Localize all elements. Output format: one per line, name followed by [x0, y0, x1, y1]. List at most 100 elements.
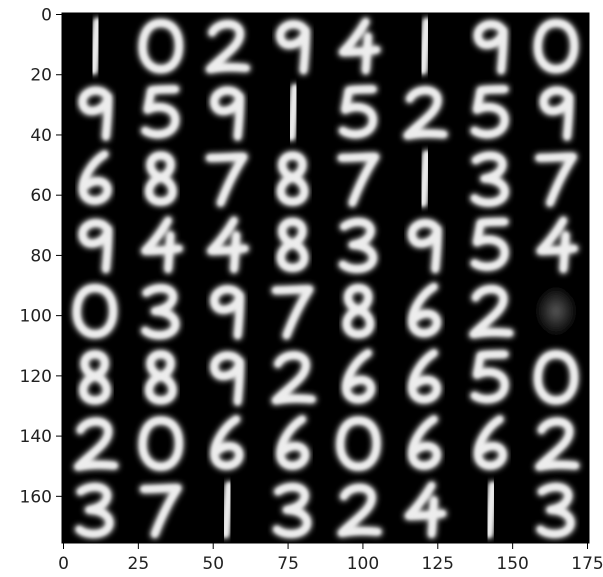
digit-stroke-1: [420, 151, 430, 206]
digit-cell: [341, 348, 376, 404]
digit-cell: [335, 415, 382, 472]
digit-cell: [270, 284, 315, 341]
digit-stroke-8: [278, 219, 308, 271]
digit-stroke-2: [75, 418, 118, 470]
digit-cell: [338, 217, 378, 274]
digit-cell: [534, 417, 581, 472]
digit-stroke-6: [409, 350, 440, 403]
digit-stroke-2: [207, 21, 249, 72]
digit-stroke-6: [211, 416, 243, 469]
digit-cell: [403, 480, 448, 539]
digit-cell: [534, 285, 578, 337]
digit-stroke-6: [409, 284, 440, 336]
digit-stroke-0: [337, 417, 380, 470]
digit-cell: [407, 282, 442, 338]
digit-cell: [77, 86, 113, 142]
digit-cell: [209, 86, 245, 142]
digit-stroke-1: [288, 85, 298, 140]
digit-cell: [469, 151, 510, 208]
y-tick-label: 0: [41, 6, 52, 26]
digit-stroke-2: [272, 352, 315, 404]
digit-cell: [140, 283, 180, 340]
digit-stroke-2: [338, 485, 381, 536]
digit-stroke-9: [79, 87, 111, 140]
digit-cell: [402, 85, 449, 141]
blurry-blob: [534, 285, 578, 337]
digit-stroke-7: [338, 154, 379, 206]
digit-stroke-9: [211, 87, 243, 140]
digit-stroke-9: [211, 352, 243, 405]
digit-stroke-3: [471, 153, 508, 206]
digit-stroke-3: [339, 219, 376, 272]
digit-stroke-3: [142, 285, 179, 338]
digit-cell: [286, 83, 300, 142]
digit-cell: [418, 149, 432, 208]
y-tick-label: 140: [20, 427, 52, 447]
digit-cell: [272, 482, 312, 539]
digit-stroke-2: [404, 87, 447, 139]
digit-cell: [140, 215, 184, 274]
digit-cell: [275, 19, 311, 76]
digit-cell: [144, 150, 178, 207]
digit-stroke-6: [343, 350, 374, 403]
y-tick-label: 100: [20, 307, 52, 327]
digit-cell: [473, 414, 508, 471]
digit-cell: [276, 217, 309, 273]
digit-cell: [407, 414, 442, 471]
digit-cell: [77, 218, 113, 274]
digit-cell: [72, 283, 118, 339]
digit-cell: [209, 351, 245, 407]
digit-stroke-5: [471, 351, 508, 402]
digit-stroke-0: [74, 285, 116, 337]
y-tick-label: 160: [20, 487, 52, 507]
y-tick-label: 80: [30, 246, 52, 266]
digit-stroke-8: [146, 351, 176, 404]
x-tick-label: 50: [202, 554, 224, 574]
digit-cell: [469, 349, 510, 404]
digit-stroke-2: [536, 418, 579, 470]
digit-cell: [336, 483, 383, 538]
digit-cell: [205, 152, 249, 208]
digit-stroke-5: [142, 86, 179, 137]
digit-cell: [138, 415, 184, 472]
digit-stroke-1: [420, 19, 430, 74]
digit-stroke-4: [537, 217, 577, 272]
digit-cell: [205, 19, 251, 74]
digit-cell: [469, 217, 510, 272]
digit-cell: [535, 482, 576, 539]
digit-cell: [73, 417, 119, 472]
digit-stroke-0: [535, 351, 577, 404]
digit-stroke-2: [470, 286, 513, 337]
digit-stroke-6: [409, 416, 440, 469]
digit-stroke-3: [274, 484, 310, 537]
digit-cell: [407, 348, 442, 404]
digit-cell: [338, 84, 378, 139]
digit-stroke-6: [80, 151, 111, 204]
digit-stroke-9: [409, 220, 441, 272]
digit-stroke-1: [222, 482, 232, 537]
digit-cell: [484, 480, 498, 539]
digit-stroke-4: [339, 19, 380, 74]
digit-stroke-3: [76, 484, 113, 537]
digit-cell: [469, 84, 510, 139]
digit-stroke-7: [536, 154, 576, 206]
digit-stroke-5: [471, 86, 508, 137]
x-tick-label: 25: [128, 554, 150, 574]
digit-stroke-7: [207, 154, 247, 206]
digit-stroke-6: [475, 416, 506, 469]
digit-cell: [342, 283, 375, 339]
digit-stroke-8: [343, 285, 373, 337]
digit-stroke-8: [278, 152, 308, 205]
digit-cell: [533, 349, 579, 406]
digit-stroke-1: [486, 482, 496, 537]
x-tick-label: 125: [422, 554, 454, 574]
digit-cell: [144, 349, 178, 406]
digit-cell: [539, 86, 574, 142]
digit-cell: [220, 480, 234, 539]
y-tick-label: 40: [30, 126, 52, 146]
image-area: [62, 13, 589, 543]
digit-cell: [533, 18, 579, 74]
plot-frame: [61, 12, 590, 544]
x-tick-label: 100: [347, 554, 379, 574]
digit-cell: [74, 482, 115, 539]
